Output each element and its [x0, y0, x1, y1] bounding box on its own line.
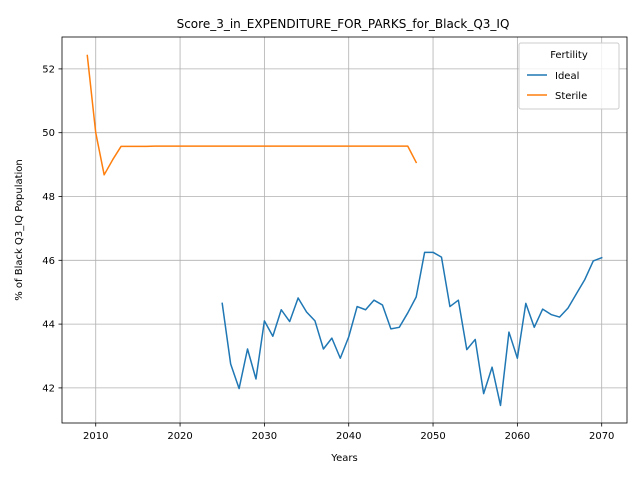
- series-line-sterile: [86, 54, 418, 176]
- y-tick-label: 44: [42, 320, 55, 331]
- chart-title: Score_3_in_EXPENDITURE_FOR_PARKS_for_Bla…: [177, 17, 510, 31]
- x-tick-label: 2030: [252, 431, 277, 442]
- y-tick-label: 48: [42, 192, 55, 203]
- legend-entries: Ideal Sterile: [527, 71, 587, 102]
- x-tick-label: 2040: [336, 431, 361, 442]
- y-axis-label: % of Black Q3_IQ Population: [14, 159, 25, 301]
- x-tick-label: 2060: [505, 431, 530, 442]
- x-tick-label: 2070: [589, 431, 614, 442]
- series-lines: [86, 54, 603, 407]
- y-tick-label: 52: [42, 64, 55, 75]
- axis-ticks: 2010 2020 2030 2040 2050 2060 2070 42 44 46 48 50 52: [42, 64, 614, 442]
- x-tick-label: 2050: [420, 431, 445, 442]
- y-tick-label: 46: [42, 256, 55, 267]
- x-tick-label: 2020: [167, 431, 192, 442]
- y-tick-label: 42: [42, 383, 55, 394]
- grid: [62, 37, 627, 423]
- y-tick-label: 50: [42, 128, 55, 139]
- legend-label-sterile: Sterile: [555, 91, 587, 102]
- x-axis-label: Years: [330, 453, 357, 464]
- legend-label-ideal: Ideal: [555, 71, 579, 82]
- series-line-ideal: [221, 251, 603, 407]
- plot-frame: [61, 36, 628, 424]
- x-tick-label: 2010: [83, 431, 108, 442]
- legend-title: Fertility: [550, 50, 588, 61]
- legend: Fertility Ideal Sterile: [518, 42, 620, 110]
- legend-box: [518, 42, 620, 110]
